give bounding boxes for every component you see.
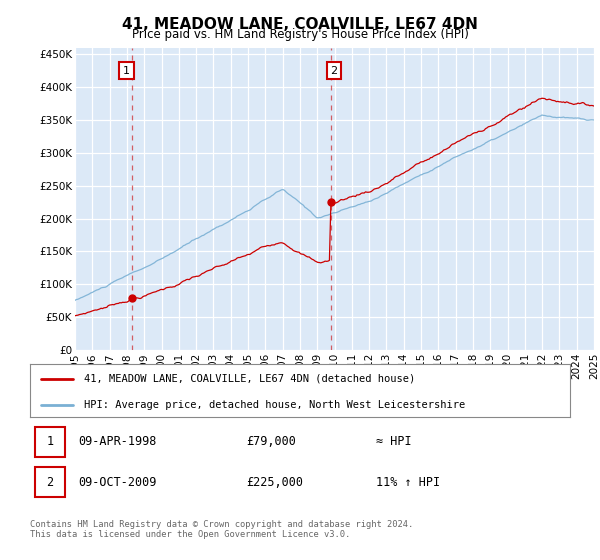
Text: Contains HM Land Registry data © Crown copyright and database right 2024.
This d: Contains HM Land Registry data © Crown c… xyxy=(30,520,413,539)
FancyBboxPatch shape xyxy=(35,427,65,457)
Text: HPI: Average price, detached house, North West Leicestershire: HPI: Average price, detached house, Nort… xyxy=(84,400,465,410)
Text: 41, MEADOW LANE, COALVILLE, LE67 4DN: 41, MEADOW LANE, COALVILLE, LE67 4DN xyxy=(122,17,478,32)
Text: 11% ↑ HPI: 11% ↑ HPI xyxy=(376,475,440,489)
Text: 09-OCT-2009: 09-OCT-2009 xyxy=(79,475,157,489)
Text: £79,000: £79,000 xyxy=(246,435,296,449)
Text: £225,000: £225,000 xyxy=(246,475,303,489)
Text: ≈ HPI: ≈ HPI xyxy=(376,435,411,449)
Text: 2: 2 xyxy=(46,475,53,489)
Text: 1: 1 xyxy=(46,435,53,449)
Text: 1: 1 xyxy=(123,66,130,76)
Text: 2: 2 xyxy=(331,66,338,76)
Text: Price paid vs. HM Land Registry's House Price Index (HPI): Price paid vs. HM Land Registry's House … xyxy=(131,28,469,41)
Text: 09-APR-1998: 09-APR-1998 xyxy=(79,435,157,449)
Text: 41, MEADOW LANE, COALVILLE, LE67 4DN (detached house): 41, MEADOW LANE, COALVILLE, LE67 4DN (de… xyxy=(84,374,415,384)
FancyBboxPatch shape xyxy=(35,467,65,497)
